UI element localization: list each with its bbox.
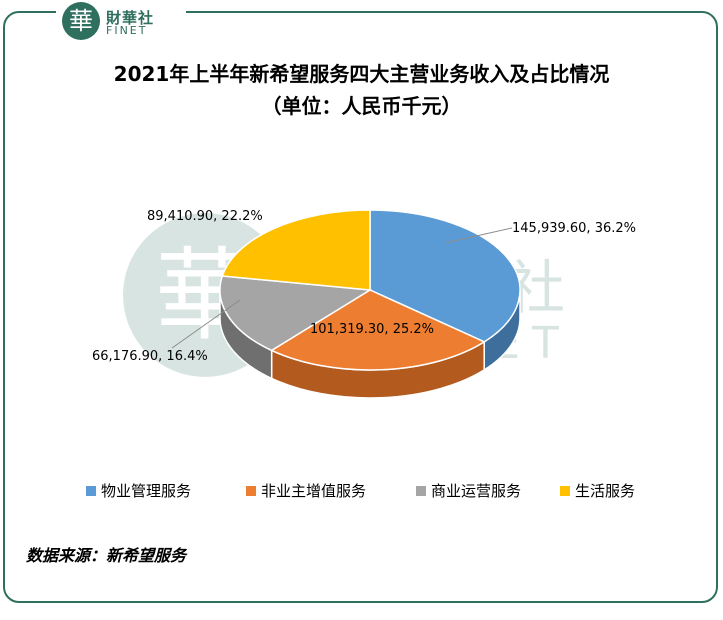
- data-label-1: 101,319.30, 25.2%: [310, 322, 434, 337]
- legend-swatch-0: [86, 486, 96, 496]
- logo-circle-icon: [62, 2, 100, 40]
- chart-title: 2021年上半年新希望服务四大主营业务收入及占比情况: [113, 62, 610, 86]
- legend-swatch-3: [560, 486, 570, 496]
- leader-line-0: [444, 227, 513, 244]
- data-source: 数据来源：新希望服务: [26, 546, 187, 565]
- pie-slice-3: [221, 209, 371, 291]
- finet-logo: 華 財華社 FINET: [56, 0, 186, 42]
- data-label-3: 89,410.90, 22.2%: [147, 209, 263, 224]
- legend-swatch-2: [416, 486, 426, 496]
- pie-slice-0: [369, 209, 521, 343]
- pie-slice-2: [219, 275, 373, 352]
- logo-glyph: 華: [69, 7, 93, 35]
- logo-name-en: FINET: [106, 24, 148, 37]
- legend-label-2: 商业运营服务: [431, 482, 521, 500]
- chart-subtitle: （单位：人民币千元）: [261, 94, 462, 118]
- data-label-0: 145,939.60, 36.2%: [512, 221, 636, 236]
- leader-line-2: [171, 299, 241, 349]
- legend-label-1: 非业主增值服务: [261, 482, 366, 500]
- legend-label-3: 生活服务: [575, 482, 635, 500]
- legend-label-0: 物业管理服务: [101, 482, 191, 500]
- legend-swatch-1: [246, 486, 256, 496]
- logo-name-cn: 財華社: [106, 9, 155, 27]
- data-label-2: 66,176.90, 16.4%: [92, 349, 208, 364]
- pie-slice-1: [270, 289, 486, 371]
